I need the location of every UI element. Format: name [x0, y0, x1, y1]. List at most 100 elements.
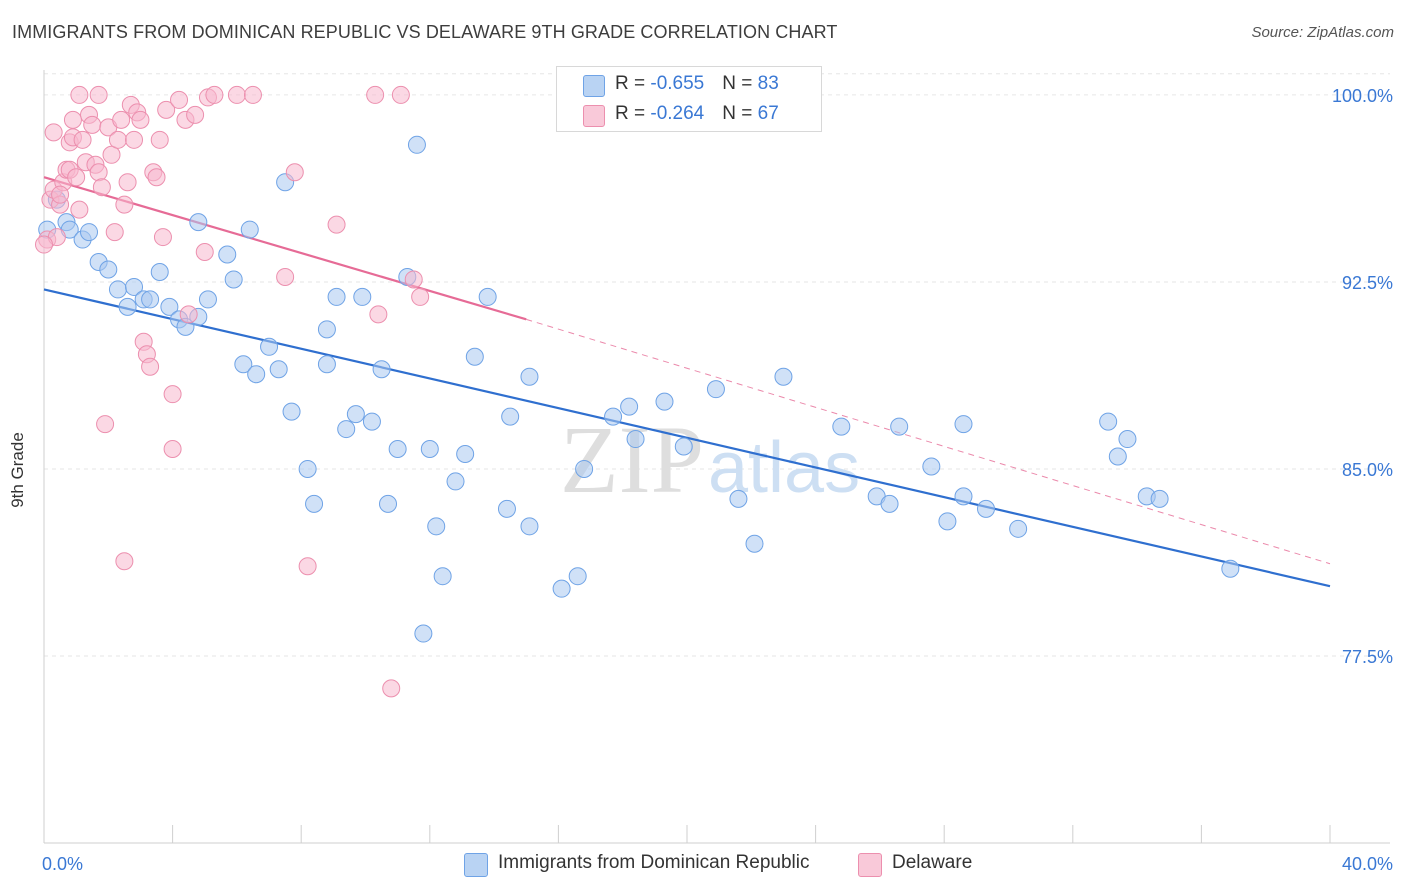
point-dominican — [282, 402, 301, 421]
point-dominican — [520, 367, 539, 386]
r-value: -0.264 — [650, 103, 705, 124]
point-delaware — [243, 85, 262, 104]
point-dominican — [80, 223, 99, 242]
point-dominican — [446, 472, 465, 491]
point-dominican — [189, 213, 208, 232]
point-delaware — [327, 215, 346, 234]
point-delaware — [366, 85, 385, 104]
point-delaware — [391, 85, 410, 104]
point-delaware — [67, 168, 86, 187]
point-dominican — [478, 287, 497, 306]
point-dominican — [337, 420, 356, 439]
point-dominican — [420, 440, 439, 459]
point-delaware — [147, 168, 166, 187]
r-label: R = — [615, 73, 651, 94]
point-delaware — [285, 163, 304, 182]
x-tick-label: 0.0% — [42, 854, 83, 874]
point-dominican — [372, 360, 391, 379]
n-label: N = — [722, 103, 758, 124]
point-dominican — [269, 360, 288, 379]
point-dominican — [108, 280, 127, 299]
point-dominican — [954, 487, 973, 506]
point-dominican — [234, 355, 253, 374]
point-dominican — [575, 459, 594, 478]
point-delaware — [89, 85, 108, 104]
point-delaware — [118, 173, 137, 192]
point-dominican — [1150, 489, 1169, 508]
legend-swatch-delaware — [583, 105, 605, 127]
legend-swatch-delaware — [858, 853, 882, 877]
point-dominican — [327, 287, 346, 306]
point-dominican — [125, 277, 144, 296]
point-delaware — [141, 357, 160, 376]
point-dominican — [976, 499, 995, 518]
point-delaware — [73, 130, 92, 149]
point-dominican — [954, 415, 973, 434]
point-dominican — [880, 494, 899, 513]
point-dominican — [218, 245, 237, 264]
y-tick-label: 100.0% — [1332, 86, 1393, 106]
point-dominican — [1118, 430, 1137, 449]
point-dominican — [1099, 412, 1118, 431]
point-dominican — [414, 624, 433, 643]
point-delaware — [157, 100, 176, 119]
point-dominican — [160, 297, 179, 316]
point-delaware — [115, 552, 134, 571]
point-dominican — [141, 290, 160, 309]
point-dominican — [465, 347, 484, 366]
point-delaware — [404, 270, 423, 289]
point-delaware — [102, 145, 121, 164]
point-dominican — [890, 417, 909, 436]
y-tick-label: 92.5% — [1342, 273, 1393, 293]
point-dominican — [568, 567, 587, 586]
tick-labels: 100.0% 92.5% 85.0% 77.5% 0.0% 40.0% — [42, 86, 1393, 874]
point-delaware — [108, 130, 127, 149]
point-delaware — [115, 195, 134, 214]
point-dominican — [317, 355, 336, 374]
point-dominican — [832, 417, 851, 436]
point-delaware — [163, 385, 182, 404]
stats-row-dominican: R = -0.655 N = 83 — [557, 71, 821, 101]
point-dominican — [99, 260, 118, 279]
point-dominican — [552, 579, 571, 598]
point-delaware — [105, 223, 124, 242]
trend-lines — [43, 176, 1331, 588]
point-delaware — [131, 110, 150, 129]
point-dominican — [706, 380, 725, 399]
point-delaware — [205, 85, 224, 104]
point-dominican — [1108, 447, 1127, 466]
point-dominican — [224, 270, 243, 289]
n-value: 83 — [757, 73, 779, 94]
point-dominican — [922, 457, 941, 476]
point-delaware — [179, 305, 198, 324]
point-delaware — [70, 200, 89, 219]
point-dominican — [247, 365, 266, 384]
r-label: R = — [615, 103, 651, 124]
stats-row-delaware: R = -0.264 N = 67 — [557, 101, 821, 131]
point-dominican — [240, 220, 259, 239]
r-value: -0.655 — [650, 73, 705, 94]
point-dominican — [260, 337, 279, 356]
point-delaware — [382, 679, 401, 698]
point-delaware — [170, 90, 189, 109]
point-dominican — [317, 320, 336, 339]
y-axis-label: 9th Grade — [8, 432, 27, 508]
point-delaware — [227, 85, 246, 104]
point-delaware — [92, 178, 111, 197]
point-delaware — [186, 105, 205, 124]
point-delaware — [153, 228, 172, 247]
legend-swatch-dominican — [583, 75, 605, 97]
point-delaware — [83, 115, 102, 134]
point-delaware — [195, 243, 214, 262]
point-delaware — [125, 130, 144, 149]
x-tick-label: 40.0% — [1342, 854, 1393, 874]
point-dominican — [305, 494, 324, 513]
point-dominican — [456, 445, 475, 464]
point-delaware — [411, 287, 430, 306]
legend-label-delaware: Delaware — [892, 852, 973, 873]
point-delaware — [298, 557, 317, 576]
point-dominican — [745, 534, 764, 553]
point-dominican — [626, 430, 645, 449]
point-dominican — [346, 405, 365, 424]
point-delaware — [150, 130, 169, 149]
